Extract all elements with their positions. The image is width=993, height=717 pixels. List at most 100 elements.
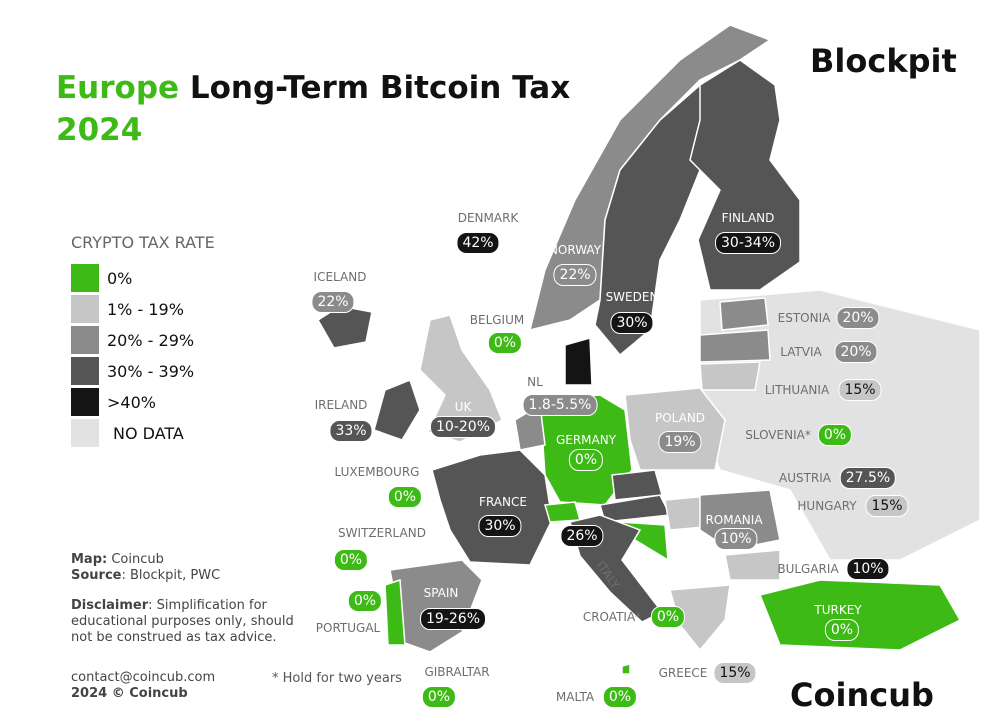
country-rate: 19-26% [420,608,486,630]
country-name: LATVIA [780,345,822,359]
country-name: NL [527,375,543,389]
turkey [758,579,962,651]
portugal [384,578,406,646]
country-rate: 0% [602,686,638,708]
notes: Map: Coincub Source: Blockpit, PWC Discl… [71,552,296,646]
country-name: HUNGARY [797,499,857,513]
country-rate: 15% [865,495,909,517]
country-rate: 27.5% [839,467,897,489]
country-rate: 0% [487,332,523,354]
country-rate: 0% [347,590,383,612]
map-label: Map: [71,552,108,567]
country-name: LITHUANIA [764,383,830,397]
country-name: LUXEMBOURG [334,465,420,479]
legend-swatch [71,326,99,354]
country-rate: 0% [568,449,604,471]
country-rate: 42% [456,232,500,254]
country-name: FRANCE [479,495,527,509]
malta [621,663,631,675]
country-name: TURKEY [814,603,862,617]
legend-label: 20% - 29% [107,331,195,350]
country-name: IRELAND [314,398,368,412]
country-name: ROMANIA [705,513,763,527]
country-name: SPAIN [423,586,459,600]
france [431,449,553,566]
legend-swatch [71,419,99,447]
country-name: FINLAND [721,211,775,225]
country-name: AUSTRIA [778,471,832,485]
footer-brand: Coincub [790,676,934,714]
country-rate: 10% [846,558,890,580]
title-rest: Long-Term Bitcoin Tax [189,70,571,106]
country-rate: 0% [824,619,860,641]
source-note: Source: Blockpit, PWC [71,568,296,584]
country-name: BELGIUM [469,313,525,327]
country-rate: 30% [610,312,654,334]
legend-title: CRYPTO TAX RATE [71,233,215,252]
country-rate: 0% [421,686,457,708]
country-name: ICELAND [313,270,367,284]
country-rate: 0% [650,606,686,628]
country-name: MALTA [555,690,595,704]
country-name: SLOVENIA* [745,428,811,442]
country-name: CROATIA* [582,610,642,624]
disclaimer-value: : Simplification for educational purpose… [71,598,294,645]
czechia [611,469,663,501]
country-name: DENMARK [457,211,519,225]
map-note: Map: Coincub [71,552,296,568]
country-rate: 22% [553,264,597,286]
country-rate: 33% [329,420,373,442]
disclaimer-label: Disclaimer [71,598,149,613]
country-name: BULGARIA [777,562,839,576]
country-rate: 20% [836,307,880,329]
bulgaria [724,549,781,581]
legend-label: 1% - 19% [107,300,184,319]
title-year: 2024 [56,112,143,148]
country-name: UK [454,400,472,414]
footnote: * Hold for two years [272,671,402,686]
contact: contact@coincub.com [71,670,216,685]
country-rate: 26% [560,525,604,547]
country-rate: 22% [311,291,355,313]
map-value: Coincub [111,552,164,567]
country-name: ESTONIA [777,311,831,325]
legend-swatch [71,388,99,416]
country-name: NORWAY [548,243,602,257]
country-name: GERMANY [555,433,617,447]
title-highlight: Europe [56,70,180,106]
switzerland [544,501,581,523]
country-rate: 10-20% [430,416,496,438]
poland [624,387,726,471]
legend-swatch [71,264,99,292]
source-value: : Blockpit, PWC [121,568,221,583]
brand: Blockpit [810,42,957,80]
copyright: 2024 © Coincub [71,686,188,701]
sweden [594,83,721,357]
legend-swatch [71,295,99,323]
legend-swatch [71,357,99,385]
country-rate: 19% [658,431,702,453]
disclaimer: Disclaimer: Simplification for education… [71,598,296,646]
country-name: PORTUGAL [315,621,381,635]
legend-label: 0% [107,269,133,288]
country-name: GREECE [658,666,708,680]
estonia [719,297,769,331]
title: Europe Long-Term Bitcoin Tax [56,70,570,106]
country-name: POLAND [654,411,706,425]
legend-label: >40% [107,393,156,412]
country-rate: 15% [713,662,757,684]
country-rate: 10% [714,528,758,550]
finland [689,59,801,291]
country-name: GIBRALTAR [424,665,490,679]
country-rate: 0% [387,486,423,508]
country-name: SWITZERLAND [338,526,426,540]
latvia [699,329,771,363]
country-rate: 1.8-5.5% [522,394,598,416]
country-rate: 15% [838,379,882,401]
country-rate: 30-34% [715,232,781,254]
country-rate: 20% [834,341,878,363]
country-name: SWEDEN [605,290,659,304]
source-label: Source [71,568,122,583]
country-rate: 0% [817,424,853,446]
